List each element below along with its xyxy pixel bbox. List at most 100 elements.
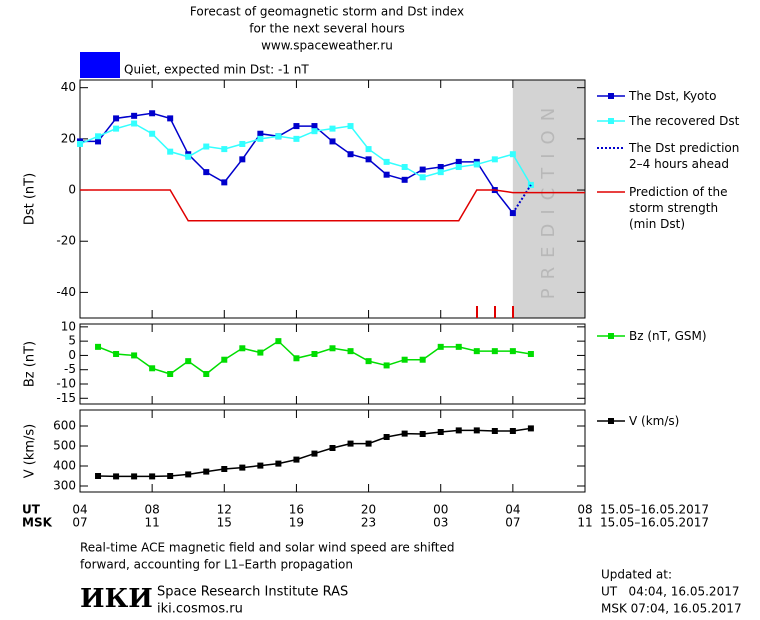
marker bbox=[167, 473, 174, 479]
marker bbox=[185, 471, 192, 478]
y-tick-label: 0 bbox=[68, 183, 76, 197]
marker bbox=[113, 351, 120, 357]
marker bbox=[347, 151, 354, 158]
y-axis-label: V (km/s) bbox=[23, 424, 38, 479]
y-axis-label: Dst (nT) bbox=[23, 173, 38, 225]
marker bbox=[257, 349, 264, 356]
legend-label: Bz (nT, GSM) bbox=[629, 329, 707, 343]
marker bbox=[131, 473, 138, 480]
marker bbox=[437, 343, 444, 350]
marker bbox=[347, 123, 354, 130]
y-tick-label: 300 bbox=[53, 479, 76, 493]
legend-marker bbox=[608, 118, 614, 124]
y-tick-label: 0 bbox=[68, 348, 76, 362]
x-date: 15.05–16.05.2017 bbox=[600, 503, 709, 517]
marker bbox=[257, 130, 264, 137]
marker bbox=[473, 161, 480, 168]
marker bbox=[365, 146, 372, 153]
marker bbox=[455, 164, 462, 171]
marker bbox=[149, 365, 156, 372]
marker bbox=[455, 427, 462, 434]
marker bbox=[365, 440, 372, 447]
updated: UT 04:04, 16.05.2017 bbox=[601, 585, 739, 599]
plot-frame bbox=[79, 323, 586, 405]
marker bbox=[275, 338, 282, 345]
marker bbox=[329, 445, 336, 451]
plot-frame bbox=[79, 79, 586, 319]
y-tick-label: -15 bbox=[56, 391, 76, 405]
marker bbox=[203, 169, 210, 176]
institute: Space Research Institute RAS bbox=[157, 585, 348, 600]
x-tick-label: 15 bbox=[217, 516, 232, 530]
marker bbox=[239, 156, 246, 163]
marker bbox=[419, 166, 426, 173]
marker bbox=[257, 135, 264, 142]
marker bbox=[329, 125, 336, 132]
marker bbox=[221, 179, 228, 186]
marker bbox=[509, 428, 516, 434]
marker bbox=[347, 348, 354, 355]
marker bbox=[491, 348, 498, 355]
y-tick-label: 5 bbox=[68, 334, 76, 348]
series-line bbox=[512, 184, 532, 214]
marker bbox=[383, 362, 390, 369]
marker bbox=[293, 355, 300, 362]
x-date: 15.05–16.05.2017 bbox=[600, 516, 709, 530]
marker bbox=[167, 371, 174, 377]
marker bbox=[527, 351, 534, 357]
y-tick-label: 400 bbox=[53, 459, 76, 473]
marker bbox=[221, 356, 228, 363]
marker bbox=[491, 156, 498, 163]
marker bbox=[437, 429, 444, 435]
legend-marker bbox=[608, 418, 614, 424]
y-tick-label: 40 bbox=[61, 80, 76, 94]
marker bbox=[275, 460, 282, 467]
marker bbox=[329, 138, 336, 145]
marker bbox=[221, 466, 228, 472]
x-row-label: MSK bbox=[22, 516, 53, 530]
marker bbox=[473, 427, 480, 434]
y-axis-label: Bz (nT) bbox=[23, 341, 38, 387]
marker bbox=[113, 125, 120, 132]
x-tick-label: 23 bbox=[361, 516, 376, 530]
marker bbox=[77, 140, 83, 147]
legend-label: The Dst prediction 2–4 hours ahead bbox=[629, 141, 740, 171]
y-tick-label: 600 bbox=[53, 419, 76, 433]
marker bbox=[419, 431, 426, 437]
x-tick-label: 11 bbox=[577, 516, 592, 530]
status: Quiet, expected min Dst: -1 nT bbox=[124, 63, 309, 77]
title: Forecast of geomagnetic storm and Dst in… bbox=[190, 5, 464, 19]
marker bbox=[185, 358, 192, 365]
x-tick-label: 11 bbox=[145, 516, 160, 530]
marker bbox=[437, 164, 444, 171]
title: for the next several hours bbox=[249, 22, 405, 36]
marker bbox=[95, 133, 102, 140]
y-tick-label: -10 bbox=[56, 377, 76, 391]
marker bbox=[311, 450, 318, 457]
prediction-zone bbox=[512, 80, 585, 318]
note: forward, accounting for L1–Earth propaga… bbox=[80, 558, 353, 572]
marker bbox=[131, 120, 138, 127]
marker bbox=[455, 343, 462, 350]
x-tick-label: 07 bbox=[72, 516, 87, 530]
note: Real-time ACE magnetic field and solar w… bbox=[80, 541, 455, 555]
legend-label: The Dst, Kyoto bbox=[629, 89, 717, 103]
marker bbox=[311, 128, 318, 135]
marker bbox=[95, 343, 102, 350]
marker bbox=[167, 115, 174, 122]
updated: Updated at: bbox=[601, 568, 672, 582]
y-tick-label: 10 bbox=[61, 319, 76, 333]
y-tick-label: -5 bbox=[64, 362, 76, 376]
legend-marker bbox=[608, 333, 614, 339]
marker bbox=[365, 358, 372, 365]
y-tick-label: -20 bbox=[56, 234, 76, 248]
marker bbox=[419, 356, 426, 363]
site: iki.cosmos.ru bbox=[157, 602, 243, 617]
marker bbox=[383, 434, 390, 440]
marker bbox=[113, 115, 120, 122]
marker bbox=[257, 462, 264, 469]
x-row-label: UT bbox=[22, 503, 41, 517]
